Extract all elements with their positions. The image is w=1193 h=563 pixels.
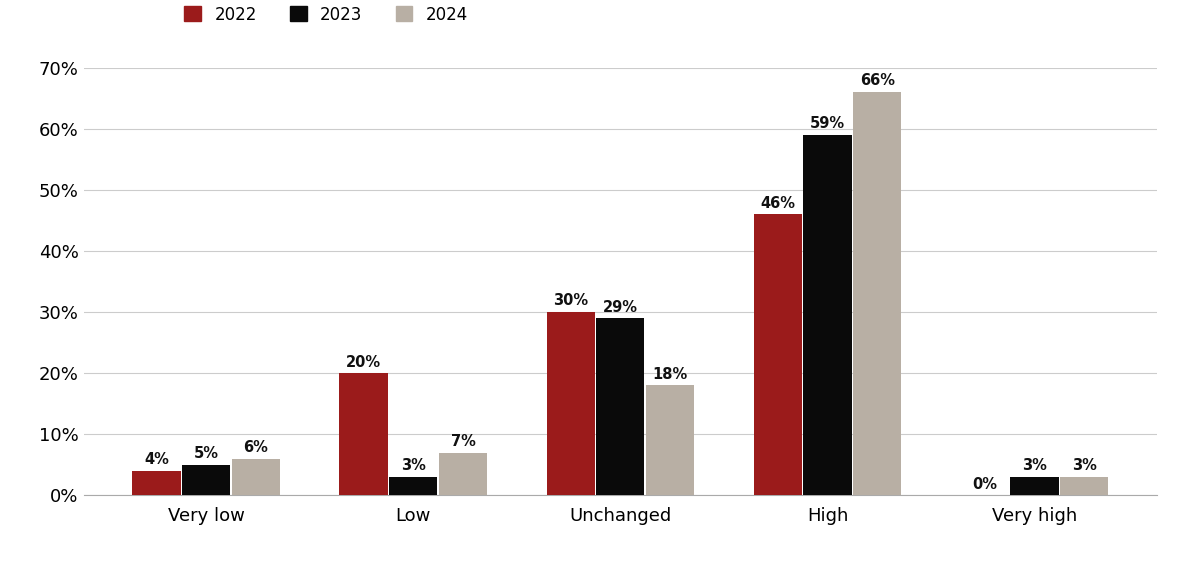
Text: 4%: 4% (144, 452, 169, 467)
Bar (853, 92, 901, 495)
Text: 5%: 5% (193, 446, 218, 461)
Text: 6%: 6% (243, 440, 268, 455)
Text: 3%: 3% (401, 458, 426, 473)
Text: 66%: 66% (860, 73, 895, 88)
Text: 30%: 30% (554, 293, 588, 309)
Bar (546, 312, 595, 495)
Bar (1061, 477, 1108, 495)
Text: 3%: 3% (1022, 458, 1047, 473)
Bar (439, 453, 487, 495)
Bar (596, 318, 644, 495)
Bar (231, 459, 280, 495)
Bar (132, 471, 180, 495)
Bar (645, 386, 694, 495)
Text: 20%: 20% (346, 355, 381, 369)
Bar (389, 477, 438, 495)
Bar (1010, 477, 1058, 495)
Text: 46%: 46% (760, 195, 796, 211)
Legend: 2022, 2023, 2024: 2022, 2023, 2024 (178, 0, 475, 30)
Text: 59%: 59% (810, 116, 845, 131)
Bar (183, 465, 230, 495)
Text: 7%: 7% (451, 434, 475, 449)
Text: 29%: 29% (602, 300, 638, 315)
Text: 0%: 0% (972, 477, 997, 491)
Bar (803, 135, 852, 495)
Bar (340, 373, 388, 495)
Text: 18%: 18% (653, 367, 687, 382)
Bar (754, 215, 802, 495)
Text: 3%: 3% (1071, 458, 1096, 473)
